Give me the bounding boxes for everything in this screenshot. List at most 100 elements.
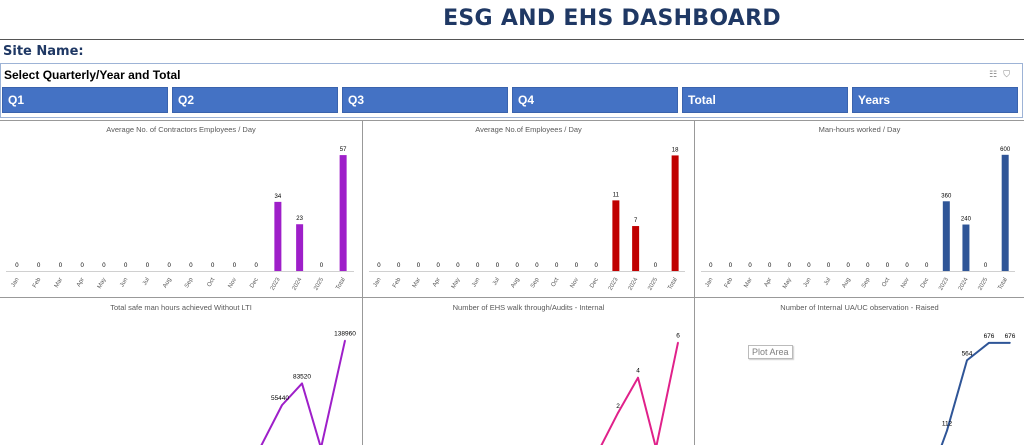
tick-label-dec: Dec	[589, 277, 600, 289]
dashboard-title: ESG AND EHS DASHBOARD	[443, 6, 781, 31]
tick-label-jun: Jun	[803, 277, 813, 288]
tick-label-oct: Oct	[206, 277, 216, 288]
tick-label-2025: 2025	[977, 276, 989, 291]
data-point-1	[966, 359, 968, 362]
data-label-dec: 0	[594, 263, 598, 269]
chart-ehs-audits[interactable]: Number of EHS walk through/Audits - Inte…	[363, 298, 694, 445]
data-label-4: 138960	[334, 331, 356, 338]
tick-label-aug: Aug	[841, 277, 852, 289]
data-label-jul: 0	[146, 263, 150, 269]
data-label-apr: 0	[768, 263, 772, 269]
tick-label-aug: Aug	[510, 277, 521, 289]
tick-label-may: May	[782, 277, 793, 290]
data-label-mar: 0	[59, 263, 63, 269]
data-label-dec: 0	[254, 263, 258, 269]
data-label-2025: 0	[984, 263, 988, 269]
data-label-2025: 0	[654, 263, 658, 269]
data-label-may: 0	[102, 263, 106, 269]
tick-label-aug: Aug	[162, 277, 173, 289]
tick-label-jul: Jul	[492, 277, 501, 287]
data-label-dec: 0	[925, 263, 929, 269]
data-label-nov: 0	[905, 263, 909, 269]
site-name-label: Site Name:	[3, 44, 84, 59]
slicer-button-q4[interactable]: Q4	[512, 87, 678, 113]
data-point-0	[946, 429, 948, 432]
tick-label-dec: Dec	[920, 277, 931, 289]
tick-label-2023: 2023	[270, 276, 282, 291]
data-label-aug: 0	[167, 263, 171, 269]
chart-svg: 112 564 676 676	[940, 333, 1016, 445]
series-line	[940, 341, 1010, 445]
tick-label-oct: Oct	[881, 277, 891, 288]
tick-label-feb: Feb	[724, 276, 735, 289]
data-label-sep: 0	[535, 263, 539, 269]
clear-filter-icon[interactable]: ⛉	[1003, 69, 1016, 79]
tick-label-2024: 2024	[627, 276, 639, 291]
tick-label-2024: 2024	[958, 276, 970, 291]
slicer-button-q3[interactable]: Q3	[342, 87, 508, 113]
tick-label-sep: Sep	[184, 276, 195, 289]
bar-total	[671, 155, 679, 271]
chart-title: Number of Internal UA/UC observation - R…	[780, 303, 939, 312]
tick-label-2025: 2025	[647, 276, 659, 291]
data-point-2	[637, 376, 639, 379]
tick-label-may: May	[97, 277, 108, 290]
data-label-oct: 0	[886, 263, 890, 269]
data-label-feb: 0	[37, 263, 41, 269]
multi-select-icon[interactable]: ☷	[989, 69, 1004, 79]
bar-total	[339, 155, 347, 271]
tick-label-sep: Sep	[530, 276, 541, 289]
chart-title: Average No. of Contractors Employees / D…	[106, 125, 256, 134]
data-label-nov: 0	[575, 263, 579, 269]
data-label-2025: 0	[320, 263, 324, 269]
tick-label-total: Total	[667, 277, 679, 291]
data-point-1	[281, 404, 283, 406]
slicer-button-q1[interactable]: Q1	[2, 87, 168, 113]
data-label-jun: 0	[124, 263, 128, 269]
data-label-mar: 0	[417, 263, 421, 269]
data-label-2023: 11	[613, 192, 620, 198]
data-label-2: 4	[636, 368, 640, 375]
chart-employees-per-day[interactable]: Average No.of Employees / Day 0 Jan 0 Feb 0 M…	[363, 121, 694, 297]
chart-contractors-per-day[interactable]: Average No. of Contractors Employees / D…	[0, 121, 362, 297]
tick-label-oct: Oct	[550, 277, 560, 288]
chart-title: Average No.of Employees / Day	[475, 125, 582, 134]
tick-label-feb: Feb	[32, 276, 43, 289]
data-label-3: 676	[1005, 333, 1016, 340]
tick-label-jun: Jun	[471, 277, 481, 288]
tick-label-nov: Nov	[228, 277, 239, 289]
bar-2023	[612, 200, 620, 271]
data-label-1: 2	[616, 403, 620, 410]
chart-safe-manhours[interactable]: Total safe man hours achieved Without LT…	[0, 298, 362, 445]
slicer-button-q2[interactable]: Q2	[172, 87, 338, 113]
bar-total	[1001, 154, 1009, 271]
data-label-2024: 240	[961, 217, 972, 223]
charts-divider-right	[694, 120, 695, 445]
data-label-sep: 0	[189, 263, 193, 269]
data-point-3	[1009, 342, 1011, 344]
data-label-aug: 0	[515, 263, 519, 269]
tick-label-jan: Jan	[373, 277, 383, 288]
chart-svg: 55440 83520 138960	[260, 331, 356, 445]
chart-svg: 0 Jan 0 Feb 0 Mar 0 Apr 0 May 0 Jun 0 Jul 0 Aug 0 Sep 0 Oct…	[369, 147, 685, 292]
data-label-jul: 0	[496, 263, 500, 269]
bar-2024	[962, 224, 970, 271]
slicer-title: Select Quarterly/Year and Total	[4, 68, 181, 82]
bar-2024	[632, 226, 640, 271]
tick-label-mar: Mar	[412, 277, 422, 289]
tick-label-apr: Apr	[76, 277, 86, 288]
charts-divider-left	[362, 120, 363, 445]
data-label-apr: 0	[80, 263, 84, 269]
chart-ua-uc-observations[interactable]: Number of Internal UA/UC observation - R…	[695, 298, 1024, 445]
data-label-total: 18	[672, 147, 679, 153]
tick-label-2023: 2023	[608, 276, 620, 291]
slicer-button-total[interactable]: Total	[682, 87, 848, 113]
data-label-2: 83520	[293, 373, 311, 380]
data-label-jan: 0	[709, 263, 713, 269]
tick-label-jun: Jun	[119, 277, 129, 288]
data-label-2024: 7	[634, 218, 638, 224]
data-point-1	[617, 412, 619, 414]
slicer-button-years[interactable]: Years	[852, 87, 1018, 113]
chart-title: Total safe man hours achieved Without LT…	[110, 303, 252, 312]
chart-manhours-per-day[interactable]: Man-hours worked / Day 0 Jan 0 Feb 0 Mar 0 Apr 0…	[695, 121, 1024, 297]
